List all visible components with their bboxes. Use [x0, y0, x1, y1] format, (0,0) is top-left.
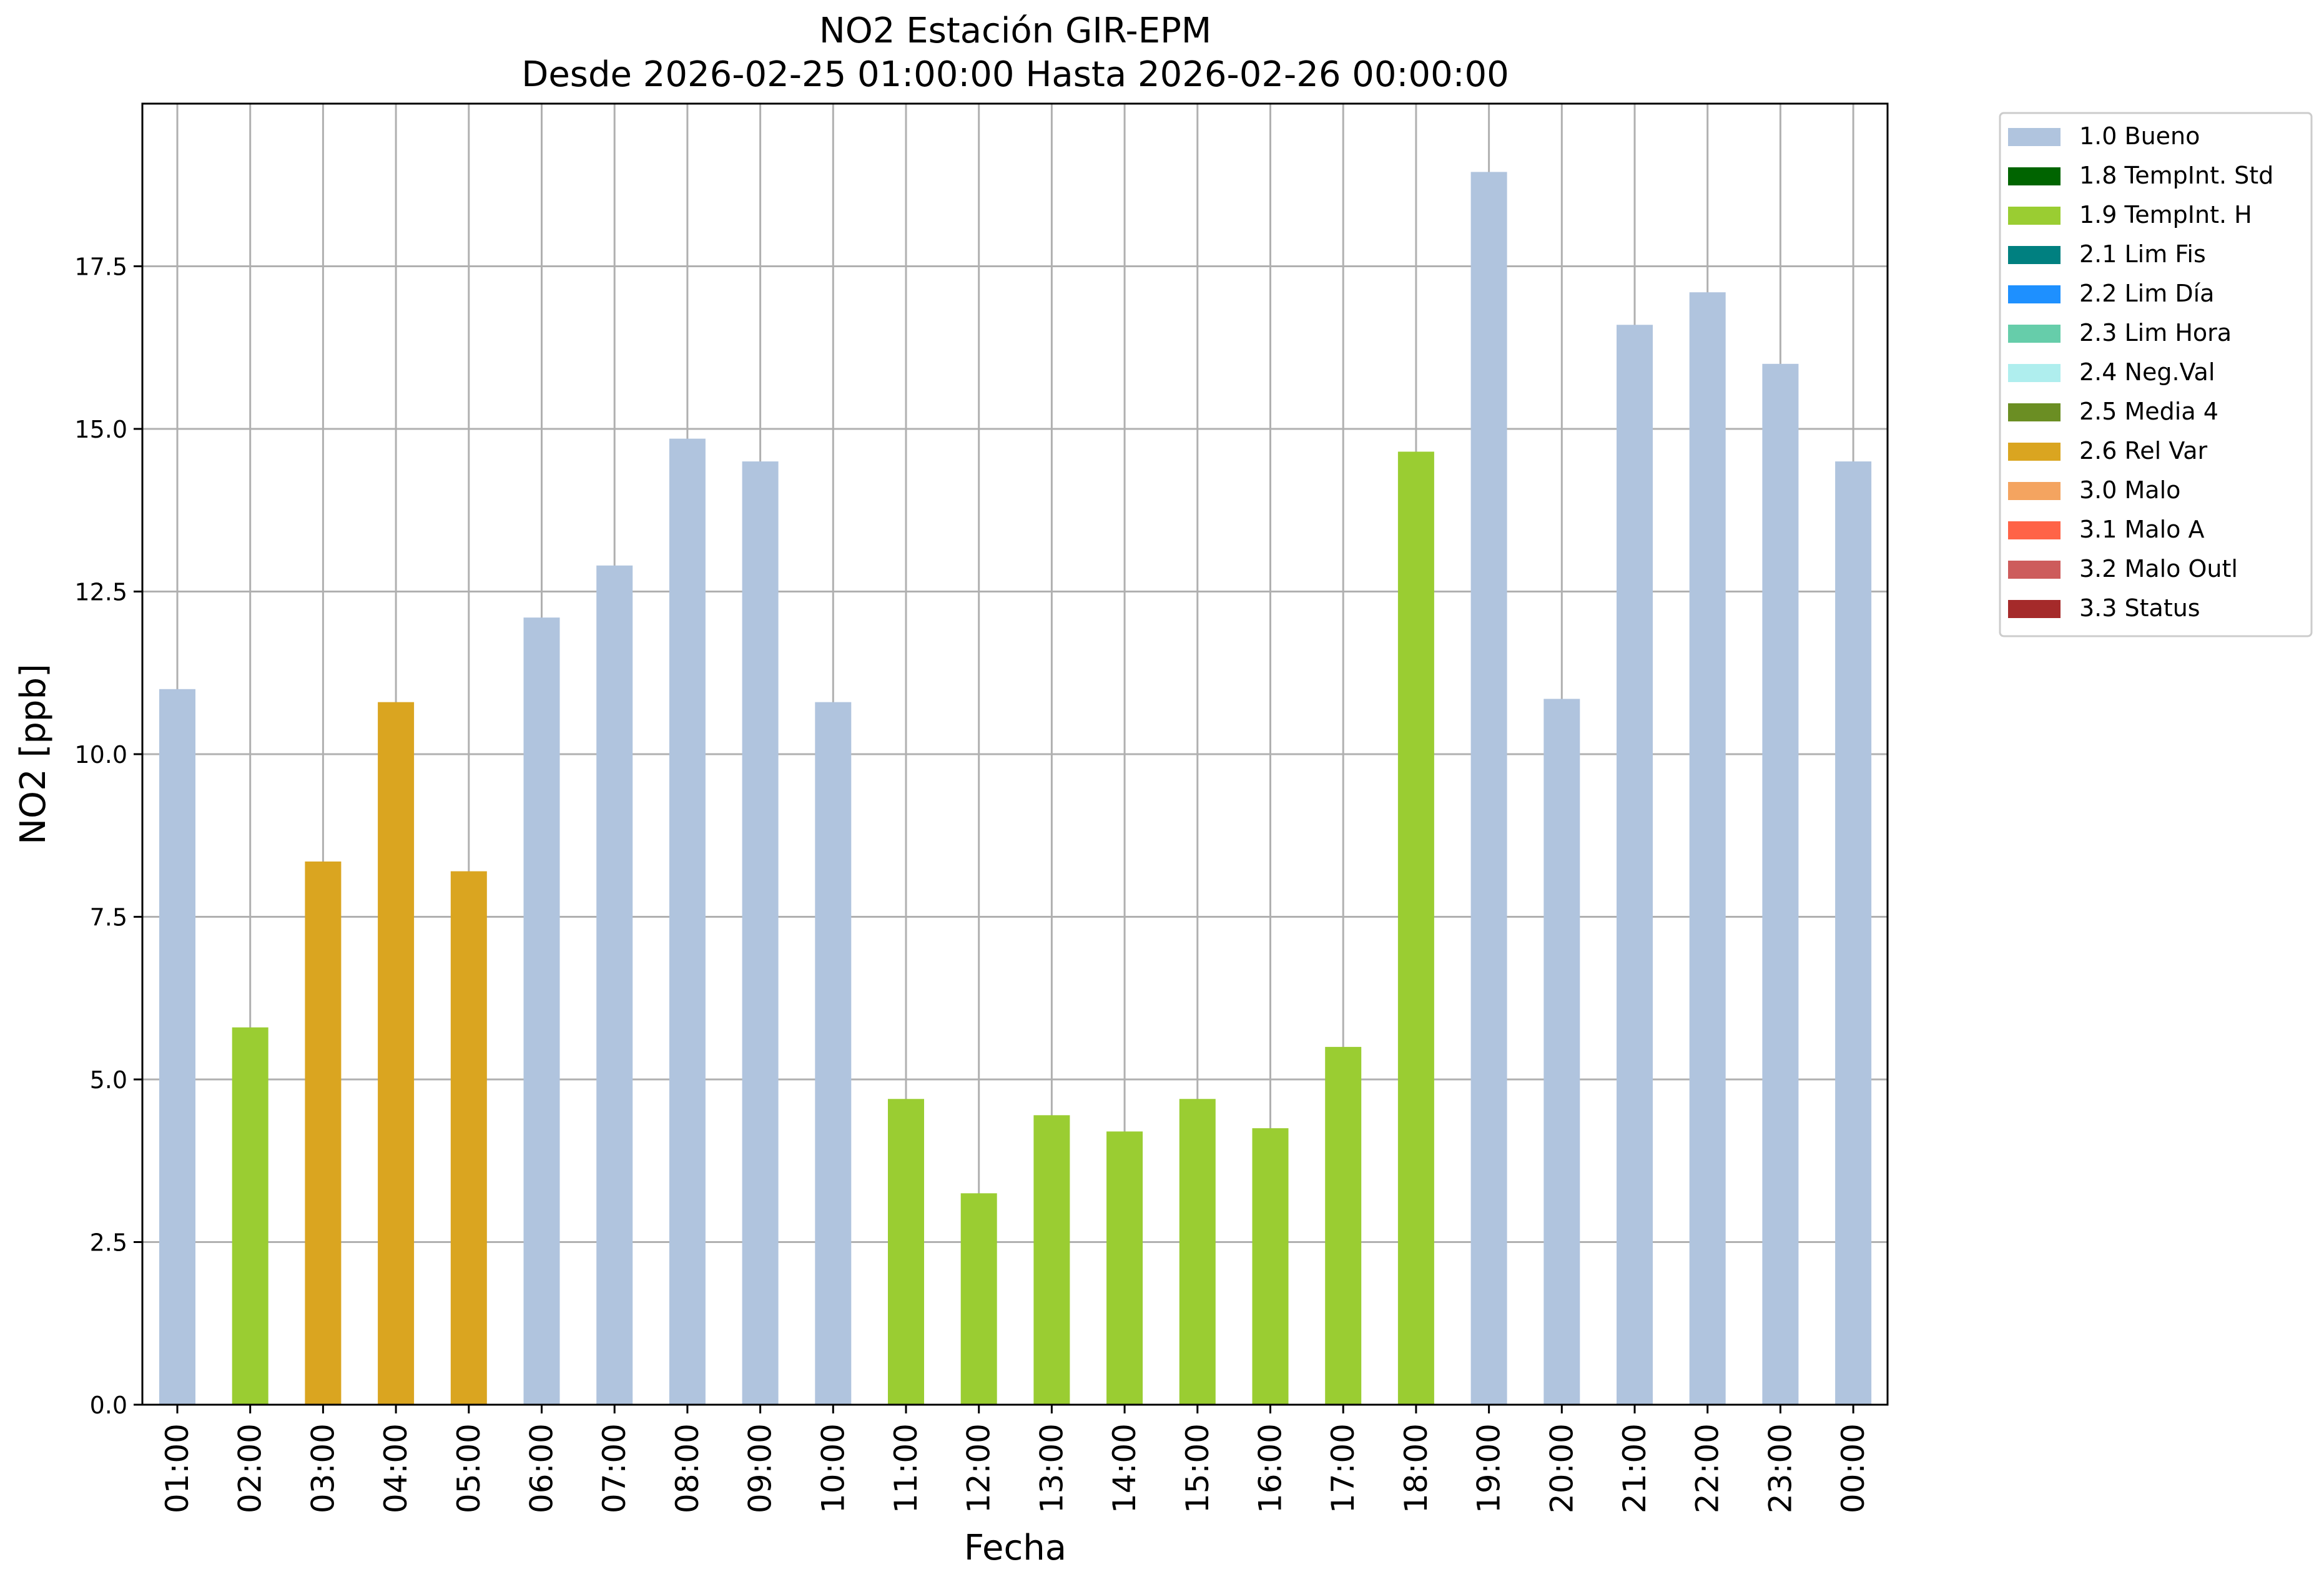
legend-swatch: [2008, 403, 2061, 421]
legend-swatch: [2008, 285, 2061, 303]
bar: [1325, 1046, 1362, 1405]
bar: [1544, 699, 1580, 1405]
legend-swatch: [2008, 482, 2061, 500]
legend-label: 3.1 Malo A: [2079, 516, 2204, 543]
legend-label: 2.3 Lim Hora: [2079, 319, 2232, 346]
legend-swatch: [2008, 521, 2061, 539]
x-tick-label: 15:00: [1179, 1423, 1216, 1513]
x-tick-label: 07:00: [596, 1423, 633, 1513]
bar: [1617, 325, 1653, 1405]
bar: [523, 617, 560, 1405]
legend-swatch: [2008, 600, 2061, 618]
y-tick-label: 0.0: [90, 1392, 127, 1419]
legend-label: 2.1 Lim Fis: [2079, 240, 2206, 268]
legend-label: 1.9 TempInt. H: [2079, 201, 2252, 228]
legend-label: 2.5 Media 4: [2079, 398, 2218, 425]
chart-title-line2: Desde 2026-02-25 01:00:00 Hasta 2026-02-…: [521, 54, 1509, 95]
y-ticks: 0.0 2.5 5.0 7.5 10.0 12.5 15.0 17.5: [74, 253, 142, 1419]
y-tick-label: 5.0: [90, 1066, 127, 1094]
x-tick-label: 14:00: [1106, 1423, 1143, 1513]
legend: 1.0 Bueno 1.8 TempInt. Std 1.9 TempInt. H 2…: [1999, 112, 2313, 637]
x-ticks: 01:00 02:00 03:00 04:00 05:00 06:00 07:00 08:00…: [159, 1405, 1871, 1513]
x-tick-label: 23:00: [1762, 1423, 1798, 1513]
bar: [159, 689, 195, 1405]
bar: [742, 461, 779, 1405]
legend-swatch: [2008, 246, 2061, 264]
bar: [1179, 1099, 1216, 1405]
legend-swatch: [2008, 364, 2061, 382]
y-tick-label: 17.5: [74, 253, 127, 281]
x-tick-label: 13:00: [1033, 1423, 1070, 1513]
legend-box: [1999, 112, 2313, 637]
x-tick-label: 17:00: [1325, 1423, 1361, 1513]
y-tick-label: 2.5: [90, 1229, 127, 1257]
x-tick-label: 06:00: [524, 1423, 560, 1513]
bar: [815, 702, 852, 1405]
bar: [1689, 292, 1726, 1405]
x-tick-label: 05:00: [451, 1423, 487, 1513]
x-tick-label: 22:00: [1690, 1423, 1726, 1513]
bar: [305, 861, 342, 1405]
x-tick-label: 08:00: [669, 1423, 706, 1513]
legend-swatch: [2008, 207, 2061, 225]
bar: [1470, 172, 1507, 1405]
legend-label: 1.0 Bueno: [2079, 122, 2200, 150]
bar: [1033, 1115, 1070, 1405]
bar: [1835, 461, 1872, 1405]
x-tick-label: 19:00: [1471, 1423, 1507, 1513]
bar: [450, 871, 487, 1405]
x-tick-label: 04:00: [378, 1423, 414, 1513]
bar: [232, 1027, 268, 1405]
legend-label: 3.3 Status: [2079, 594, 2200, 622]
legend-label: 3.0 Malo: [2079, 476, 2180, 504]
bar: [888, 1099, 924, 1405]
x-tick-label: 01:00: [159, 1423, 195, 1513]
legend-swatch: [2008, 128, 2061, 146]
y-tick-label: 7.5: [90, 904, 127, 931]
legend-label: 3.2 Malo Outl: [2079, 555, 2238, 582]
x-axis-label: Fecha: [964, 1528, 1066, 1568]
x-tick-label: 21:00: [1617, 1423, 1653, 1513]
x-tick-label: 10:00: [815, 1423, 851, 1513]
y-tick-label: 12.5: [74, 579, 127, 606]
x-tick-label: 11:00: [888, 1423, 924, 1513]
x-tick-label: 12:00: [961, 1423, 997, 1513]
legend-swatch: [2008, 167, 2061, 185]
x-tick-label: 03:00: [305, 1423, 341, 1513]
legend-label: 2.2 Lim Día: [2079, 280, 2214, 307]
legend-swatch: [2008, 561, 2061, 579]
legend-label: 2.4 Neg.Val: [2079, 358, 2215, 386]
bar: [1762, 363, 1799, 1405]
x-tick-label: 09:00: [742, 1423, 779, 1513]
y-axis-label: NO2 [ppb]: [13, 664, 54, 845]
legend-swatch: [2008, 443, 2061, 461]
legend-label: 1.8 TempInt. Std: [2079, 162, 2273, 189]
bar: [1106, 1131, 1143, 1405]
x-tick-label: 18:00: [1398, 1423, 1434, 1513]
bars-layer: [159, 172, 1872, 1405]
bar: [378, 702, 415, 1405]
bar: [1252, 1128, 1289, 1405]
legend-label: 2.6 Rel Var: [2079, 437, 2208, 464]
bar: [960, 1193, 997, 1405]
y-tick-label: 15.0: [74, 416, 127, 443]
bar: [596, 565, 633, 1405]
bar: [669, 438, 706, 1405]
bar: [1397, 451, 1434, 1405]
x-tick-label: 16:00: [1253, 1423, 1289, 1513]
chart-title-line1: NO2 Estación GIR-EPM: [819, 11, 1211, 51]
y-tick-label: 10.0: [74, 741, 127, 769]
legend-swatch: [2008, 325, 2061, 343]
x-tick-label: 00:00: [1835, 1423, 1871, 1513]
x-tick-label: 20:00: [1544, 1423, 1580, 1513]
x-tick-label: 02:00: [232, 1423, 268, 1513]
